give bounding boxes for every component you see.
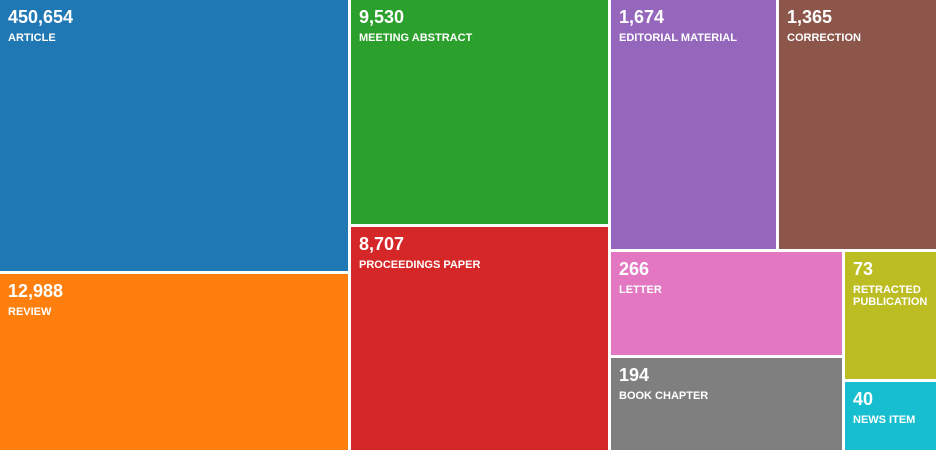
treemap-tile-proceedings-paper[interactable]: 8,707 PROCEEDINGS PAPER — [351, 227, 608, 450]
treemap-tile-meeting-abstract[interactable]: 9,530 MEETING ABSTRACT — [351, 0, 608, 224]
tile-value: 8,707 — [359, 234, 405, 254]
tile-value: 40 — [853, 389, 874, 409]
tile-label: RETRACTED PUBLICATION — [853, 284, 928, 308]
tile-label: CORRECTION — [787, 32, 861, 44]
tile-label: EDITORIAL MATERIAL — [619, 32, 737, 44]
treemap-tile-editorial-material[interactable]: 1,674 EDITORIAL MATERIAL — [611, 0, 776, 249]
treemap-tile-book-chapter[interactable]: 194 BOOK CHAPTER — [611, 358, 842, 450]
tile-value: 450,654 — [8, 7, 74, 27]
treemap-tile-retracted-publication[interactable]: 73 RETRACTED PUBLICATION — [845, 252, 936, 379]
tile-value: 1,365 — [787, 7, 833, 27]
tile-value: 266 — [619, 259, 650, 279]
tile-label: ARTICLE — [8, 32, 56, 44]
tile-label: MEETING ABSTRACT — [359, 32, 473, 44]
tile-label: LETTER — [619, 284, 662, 296]
tile-value: 1,674 — [619, 7, 665, 27]
treemap-tile-letter[interactable]: 266 LETTER — [611, 252, 842, 355]
treemap-tile-news-item[interactable]: 40 NEWS ITEM — [845, 382, 936, 450]
tile-value: 194 — [619, 365, 650, 385]
treemap-tile-review[interactable]: 12,988 REVIEW — [0, 274, 348, 450]
tile-value: 9,530 — [359, 7, 405, 27]
treemap-tile-article[interactable]: 450,654 ARTICLE — [0, 0, 348, 271]
tile-label: PROCEEDINGS PAPER — [359, 259, 481, 271]
tile-label: BOOK CHAPTER — [619, 390, 709, 402]
tile-value: 73 — [853, 259, 874, 279]
tile-value: 12,988 — [8, 281, 64, 301]
treemap-tile-correction[interactable]: 1,365 CORRECTION — [779, 0, 936, 249]
tile-label: REVIEW — [8, 306, 52, 318]
tile-label: NEWS ITEM — [853, 414, 916, 426]
